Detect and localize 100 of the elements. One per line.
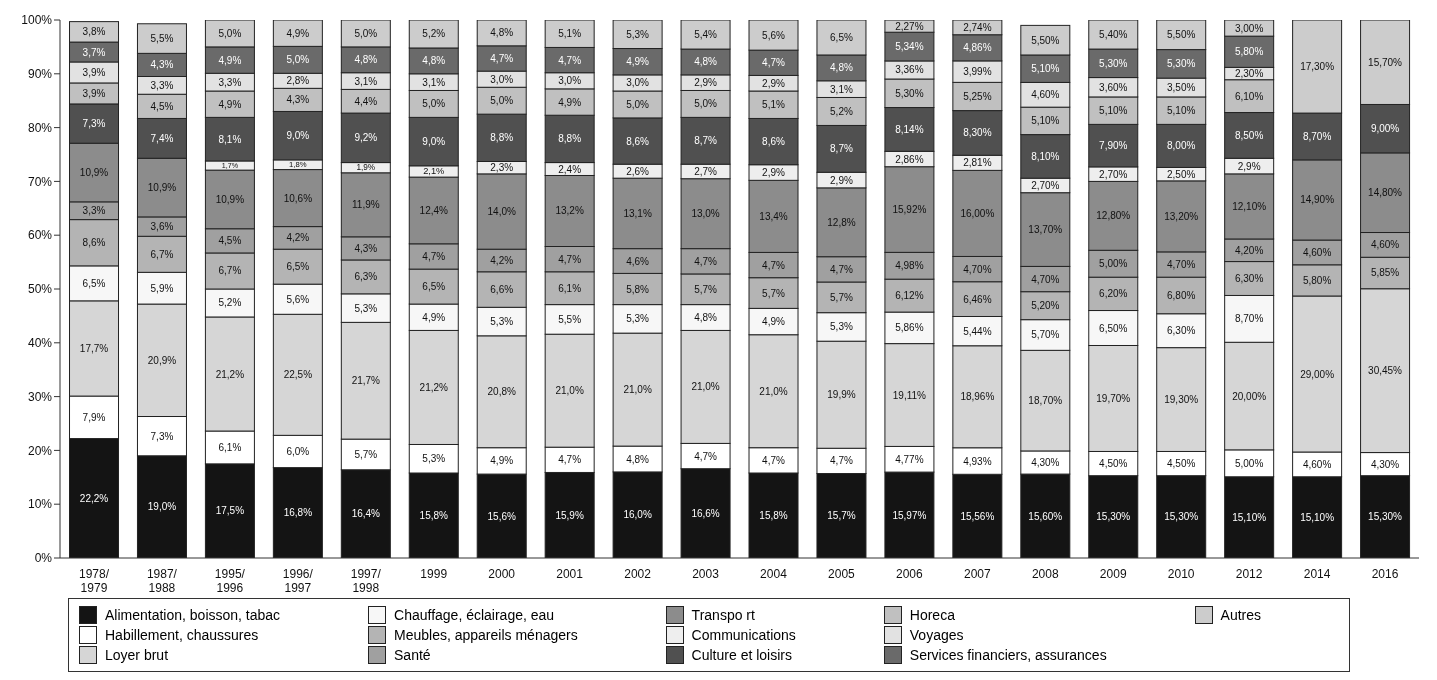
data-label: 3,50% bbox=[1167, 82, 1196, 94]
data-label: 5,0% bbox=[490, 95, 514, 107]
data-label: 5,86% bbox=[895, 322, 924, 334]
data-label: 29,00% bbox=[1300, 368, 1335, 380]
data-label: 10,9% bbox=[147, 182, 177, 194]
data-label: 17,5% bbox=[215, 505, 245, 517]
data-label: 4,70% bbox=[1167, 259, 1196, 271]
data-label: 5,0% bbox=[626, 98, 650, 110]
data-label: 15,30% bbox=[1164, 511, 1199, 523]
data-label: 3,9% bbox=[82, 87, 106, 99]
x-tick-label: 2000 bbox=[488, 567, 516, 581]
legend-label: Santé bbox=[394, 647, 431, 663]
data-label: 21,0% bbox=[759, 385, 788, 397]
data-label: 13,4% bbox=[759, 210, 788, 222]
data-label: 5,44% bbox=[963, 325, 992, 337]
data-label: 3,1% bbox=[422, 76, 446, 88]
data-label: 16,00% bbox=[960, 207, 995, 219]
data-label: 5,9% bbox=[150, 282, 174, 294]
data-label: 4,2% bbox=[490, 254, 514, 266]
data-label: 6,3% bbox=[354, 271, 378, 283]
data-label: 15,10% bbox=[1232, 511, 1267, 523]
data-label: 16,8% bbox=[283, 507, 313, 519]
data-label: 4,50% bbox=[1167, 458, 1196, 470]
data-label: 5,50% bbox=[1167, 29, 1196, 41]
y-tick-label: 30% bbox=[27, 389, 53, 404]
data-label: 16,0% bbox=[623, 509, 652, 521]
data-label: 5,10% bbox=[1031, 115, 1060, 127]
data-label: 5,30% bbox=[895, 87, 924, 99]
data-label: 21,7% bbox=[351, 375, 381, 387]
data-label: 6,80% bbox=[1167, 289, 1196, 301]
legend-label: Services financiers, assurances bbox=[909, 647, 1107, 663]
data-label: 5,7% bbox=[830, 291, 853, 303]
y-tick-label: 20% bbox=[27, 443, 53, 458]
data-label: 4,8% bbox=[422, 55, 446, 67]
data-label: 6,10% bbox=[1234, 90, 1264, 102]
data-label: 18,70% bbox=[1028, 395, 1063, 407]
data-label: 5,10% bbox=[1167, 105, 1196, 117]
x-tick-label: 2014 bbox=[1303, 567, 1331, 581]
legend-label: Meubles, appareils ménagers bbox=[394, 627, 578, 643]
data-label: 5,10% bbox=[1099, 105, 1128, 117]
data-label: 4,7% bbox=[830, 455, 853, 467]
data-label: 12,8% bbox=[827, 216, 856, 228]
data-label: 4,8% bbox=[626, 453, 650, 465]
data-label: 5,8% bbox=[626, 283, 650, 295]
data-label: 2,6% bbox=[626, 165, 650, 177]
data-label: 4,20% bbox=[1234, 244, 1264, 256]
x-tick-label: 2003 bbox=[692, 567, 720, 581]
y-tick-label: 80% bbox=[27, 120, 53, 135]
data-label: 5,7% bbox=[354, 448, 378, 460]
data-label: 4,93% bbox=[963, 455, 992, 467]
data-label: 4,30% bbox=[1031, 457, 1060, 469]
data-label: 5,6% bbox=[762, 29, 786, 41]
data-label: 5,1% bbox=[762, 99, 786, 111]
legend-label: Chauffage, éclairage, eau bbox=[394, 607, 555, 623]
data-label: 2,30% bbox=[1234, 68, 1264, 80]
x-tick-label: 1978/1979 bbox=[78, 567, 110, 595]
legend-label: Habillement, chaussures bbox=[105, 627, 259, 643]
y-tick-label: 100% bbox=[21, 13, 53, 28]
data-label: 4,4% bbox=[354, 95, 378, 107]
data-label: 2,27% bbox=[895, 20, 924, 32]
data-label: 4,60% bbox=[1031, 89, 1060, 101]
data-label: 6,30% bbox=[1234, 273, 1264, 285]
data-label: 7,4% bbox=[150, 132, 174, 144]
data-label: 8,7% bbox=[694, 135, 718, 147]
data-label: 17,7% bbox=[79, 342, 109, 354]
x-tick-label: 2009 bbox=[1099, 567, 1127, 581]
data-label: 20,8% bbox=[487, 386, 516, 398]
data-label: 16,4% bbox=[351, 508, 381, 520]
data-label: 19,11% bbox=[892, 389, 927, 401]
data-label: 6,6% bbox=[490, 284, 514, 296]
data-label: 4,98% bbox=[895, 260, 924, 272]
data-label: 2,9% bbox=[1237, 160, 1261, 172]
data-label: 4,7% bbox=[490, 52, 514, 64]
data-label: 8,7% bbox=[830, 143, 853, 155]
data-label: 8,6% bbox=[82, 237, 106, 249]
data-label: 15,10% bbox=[1300, 511, 1335, 523]
x-tick-label: 2005 bbox=[828, 567, 856, 581]
y-tick-label: 10% bbox=[27, 497, 53, 512]
y-tick-label: 40% bbox=[27, 336, 53, 351]
legend-label: Horeca bbox=[909, 607, 955, 623]
data-label: 9,2% bbox=[354, 132, 378, 144]
data-label: 15,92% bbox=[892, 204, 927, 216]
data-label: 5,3% bbox=[626, 28, 650, 40]
data-label: 8,14% bbox=[895, 123, 924, 135]
legend-label: Transpo rt bbox=[691, 607, 755, 623]
data-label: 15,97% bbox=[892, 509, 927, 521]
data-label: 4,7% bbox=[694, 450, 718, 462]
data-label: 12,10% bbox=[1232, 200, 1267, 212]
data-label: 13,20% bbox=[1164, 210, 1199, 222]
data-label: 8,70% bbox=[1234, 313, 1264, 325]
y-tick-label: 90% bbox=[27, 67, 53, 82]
data-label: 4,9% bbox=[218, 54, 242, 66]
data-label: 5,2% bbox=[218, 297, 242, 309]
data-label: 12,4% bbox=[419, 204, 449, 216]
data-label: 2,74% bbox=[963, 21, 992, 33]
data-label: 4,8% bbox=[354, 54, 378, 66]
data-label: 6,5% bbox=[422, 281, 446, 293]
data-label: 5,30% bbox=[1167, 58, 1196, 70]
data-label: 4,60% bbox=[1370, 239, 1400, 251]
data-label: 3,36% bbox=[895, 64, 924, 76]
